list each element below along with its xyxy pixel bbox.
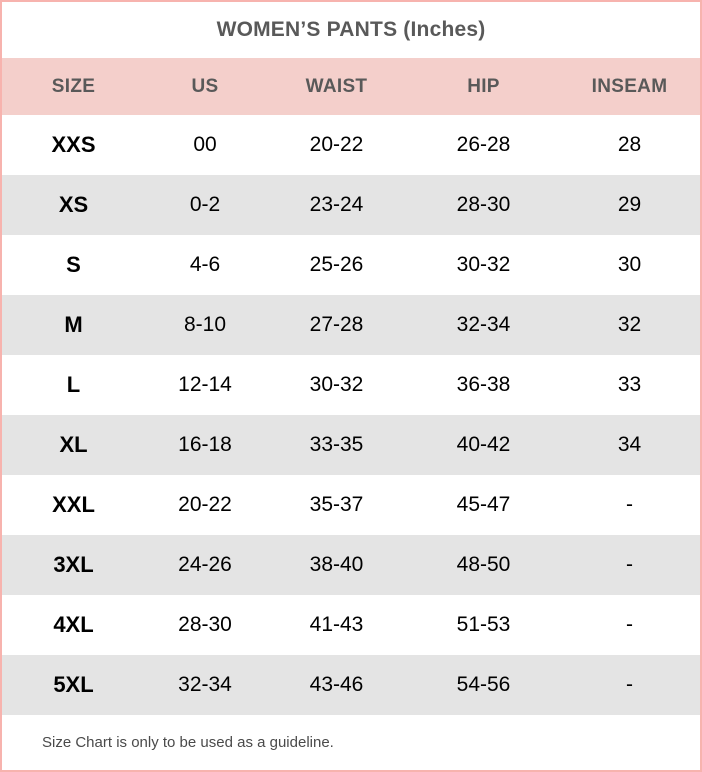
cell-inseam: 29 xyxy=(617,193,642,216)
cell-size: 4XL xyxy=(53,612,94,637)
table-row: L 12-14 30-32 36-38 33 xyxy=(2,355,700,415)
cell-waist: 38-40 xyxy=(309,553,364,576)
table-row: XXL 20-22 35-37 45-47 - xyxy=(2,475,700,535)
cell-us: 28-30 xyxy=(178,613,232,636)
cell-us: 32-34 xyxy=(178,673,232,696)
table-row: XS 0-2 23-24 28-30 29 xyxy=(2,175,700,235)
chart-title-bar: WOMEN’S PANTS (Inches) xyxy=(2,2,700,58)
guideline-note: Size Chart is only to be used as a guide… xyxy=(2,715,700,770)
cell-us: 4-6 xyxy=(189,253,221,276)
cell-size: XXS xyxy=(51,132,96,157)
cell-us: 8-10 xyxy=(183,313,227,336)
cell-hip: 51-53 xyxy=(456,613,511,636)
cell-size: S xyxy=(66,252,81,277)
cell-waist: 30-32 xyxy=(309,373,364,396)
cell-waist: 43-46 xyxy=(309,673,364,696)
cell-waist: 25-26 xyxy=(309,253,364,276)
cell-size: XS xyxy=(58,192,89,217)
table-row: S 4-6 25-26 30-32 30 xyxy=(2,235,700,295)
cell-inseam: - xyxy=(626,553,633,576)
cell-waist: 33-35 xyxy=(309,433,364,456)
cell-hip: 40-42 xyxy=(456,433,511,456)
cell-size: M xyxy=(64,312,83,337)
cell-inseam: 34 xyxy=(617,433,642,456)
table-row: 4XL 28-30 41-43 51-53 - xyxy=(2,595,700,655)
table-header-row: SIZE US WAIST HIP INSEAM xyxy=(2,58,700,115)
cell-hip: 30-32 xyxy=(456,253,511,276)
page-title: WOMEN’S PANTS (Inches) xyxy=(216,18,486,41)
cell-inseam: 30 xyxy=(617,253,642,276)
table-row: 3XL 24-26 38-40 48-50 - xyxy=(2,535,700,595)
cell-hip: 28-30 xyxy=(456,193,511,216)
table-row: XL 16-18 33-35 40-42 34 xyxy=(2,415,700,475)
column-header-hip: HIP xyxy=(467,75,500,97)
cell-us: 00 xyxy=(193,133,217,156)
column-header-us: US xyxy=(191,75,219,97)
cell-size: XXL xyxy=(52,492,95,517)
cell-us: 12-14 xyxy=(178,373,232,396)
table-row: XXS 00 20-22 26-28 28 xyxy=(2,115,700,175)
cell-waist: 41-43 xyxy=(309,613,364,636)
cell-waist: 35-37 xyxy=(309,493,364,516)
cell-us: 0-2 xyxy=(189,193,221,216)
cell-inseam: 32 xyxy=(617,313,642,336)
table-row: M 8-10 27-28 32-34 32 xyxy=(2,295,700,355)
table-body: XXS 00 20-22 26-28 28 XS 0-2 23-24 28-30… xyxy=(2,115,700,715)
table-header: SIZE US WAIST HIP INSEAM xyxy=(2,58,700,115)
cell-size: 3XL xyxy=(53,552,94,577)
cell-size: 5XL xyxy=(53,672,94,697)
cell-inseam: 33 xyxy=(617,373,642,396)
cell-hip: 36-38 xyxy=(456,373,511,396)
cell-hip: 32-34 xyxy=(456,313,511,336)
cell-us: 24-26 xyxy=(178,553,232,576)
cell-waist: 20-22 xyxy=(309,133,364,156)
cell-hip: 48-50 xyxy=(456,553,511,576)
column-header-waist: WAIST xyxy=(305,75,368,97)
cell-waist: 23-24 xyxy=(309,193,364,216)
size-chart-table: SIZE US WAIST HIP INSEAM XXS 00 20-22 26… xyxy=(2,58,700,715)
table-row: 5XL 32-34 43-46 54-56 - xyxy=(2,655,700,715)
cell-size: L xyxy=(66,372,81,397)
cell-hip: 26-28 xyxy=(456,133,511,156)
cell-us: 20-22 xyxy=(178,493,232,516)
cell-us: 16-18 xyxy=(178,433,232,456)
cell-size: XL xyxy=(59,432,88,457)
cell-hip: 45-47 xyxy=(456,493,511,516)
cell-inseam: - xyxy=(626,493,633,516)
cell-inseam: - xyxy=(626,613,633,636)
column-header-size: SIZE xyxy=(51,75,96,97)
cell-inseam: - xyxy=(626,673,633,696)
cell-hip: 54-56 xyxy=(456,673,511,696)
column-header-inseam: INSEAM xyxy=(591,75,668,97)
cell-inseam: 28 xyxy=(617,133,642,156)
cell-waist: 27-28 xyxy=(309,313,364,336)
